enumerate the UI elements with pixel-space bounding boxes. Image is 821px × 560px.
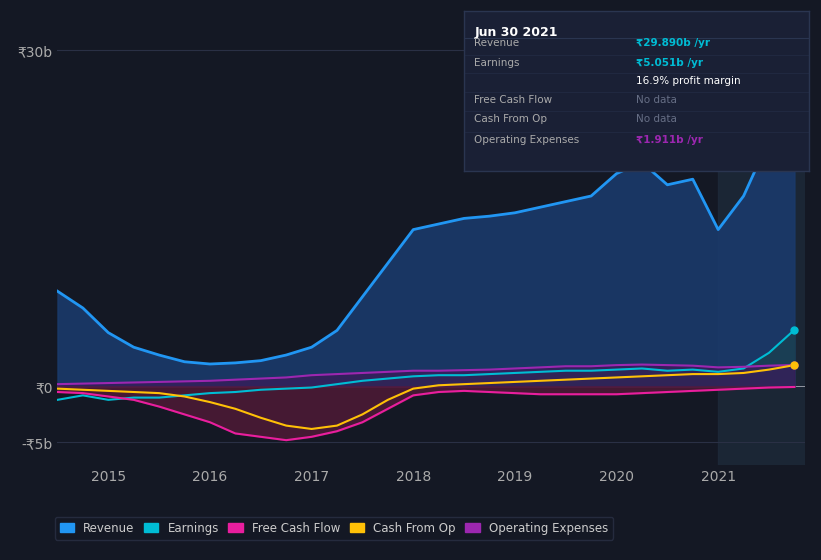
Text: Jun 30 2021: Jun 30 2021 [475,26,557,39]
Text: Cash From Op: Cash From Op [475,114,548,124]
Text: Operating Expenses: Operating Expenses [475,134,580,144]
Text: Earnings: Earnings [475,58,520,68]
Text: Revenue: Revenue [475,38,520,48]
Text: ₹29.890b /yr: ₹29.890b /yr [636,38,710,48]
Text: No data: No data [636,114,677,124]
Text: 16.9% profit margin: 16.9% profit margin [636,76,741,86]
Bar [718,17,805,465]
Text: ₹1.911b /yr: ₹1.911b /yr [636,134,703,144]
Text: No data: No data [636,95,677,105]
Legend: Revenue, Earnings, Free Cash Flow, Cash From Op, Operating Expenses: Revenue, Earnings, Free Cash Flow, Cash … [55,517,613,539]
Text: Free Cash Flow: Free Cash Flow [475,95,553,105]
Text: ₹5.051b /yr: ₹5.051b /yr [636,58,704,68]
